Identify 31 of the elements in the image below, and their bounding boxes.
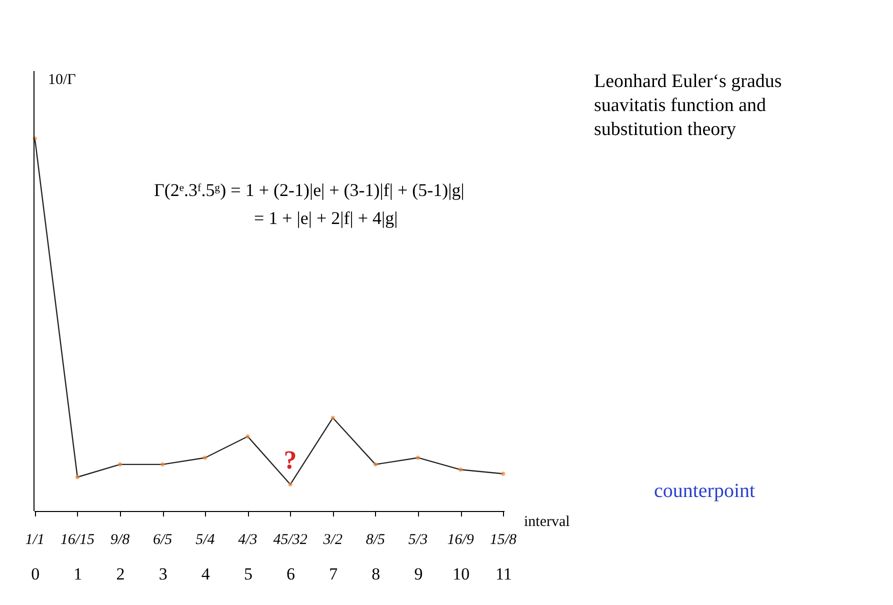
annotation: 45/32 <box>273 532 308 548</box>
annotation: Γ(2ᵉ.3ᶠ.5ᵍ) = 1 + (2-1)|e| + (3-1)|f| + (5-1)|g| <box>154 180 464 200</box>
annotation: 5/4 <box>196 532 216 548</box>
annotation: 1/1 <box>25 532 44 548</box>
text: Leonhard Euler‘s gradus suavitatis function and substitution theory <box>594 71 782 140</box>
x-tick-label: 10 <box>452 564 470 584</box>
annotation: 16/9 <box>447 532 474 548</box>
annotation: ? <box>284 445 297 474</box>
y-axis-title: 10/Γ <box>48 72 76 88</box>
annotation: 6/5 <box>152 532 173 548</box>
x-tick-label: 6 <box>286 564 296 584</box>
annotation: 16/15 <box>60 532 96 548</box>
x-tick-label: 8 <box>372 564 380 584</box>
annotation: 9/8 <box>110 532 130 548</box>
x-tick-label: 5 <box>244 564 252 584</box>
annotation: 4/3 <box>238 532 258 548</box>
x-tick-label: 2 <box>116 564 125 584</box>
annotation: 3/2 <box>322 532 343 548</box>
text: counterpoint <box>654 480 756 502</box>
annotation: 5/3 <box>408 532 428 548</box>
annotation: 15/8 <box>490 532 517 548</box>
annotation: 8/5 <box>366 532 386 548</box>
x-tick-label: 3 <box>158 564 168 584</box>
x-tick-label: 9 <box>414 564 423 584</box>
x-tick-label: 7 <box>329 564 338 584</box>
annotation: = 1 + |e| + 2|f| + 4|g| <box>254 208 398 228</box>
x-tick-label: 11 <box>495 564 512 584</box>
x-axis-title: interval <box>524 514 570 530</box>
x-tick-label: 1 <box>74 564 82 584</box>
x-tick-label: 0 <box>31 564 40 584</box>
x-tick-label: 4 <box>201 564 210 584</box>
